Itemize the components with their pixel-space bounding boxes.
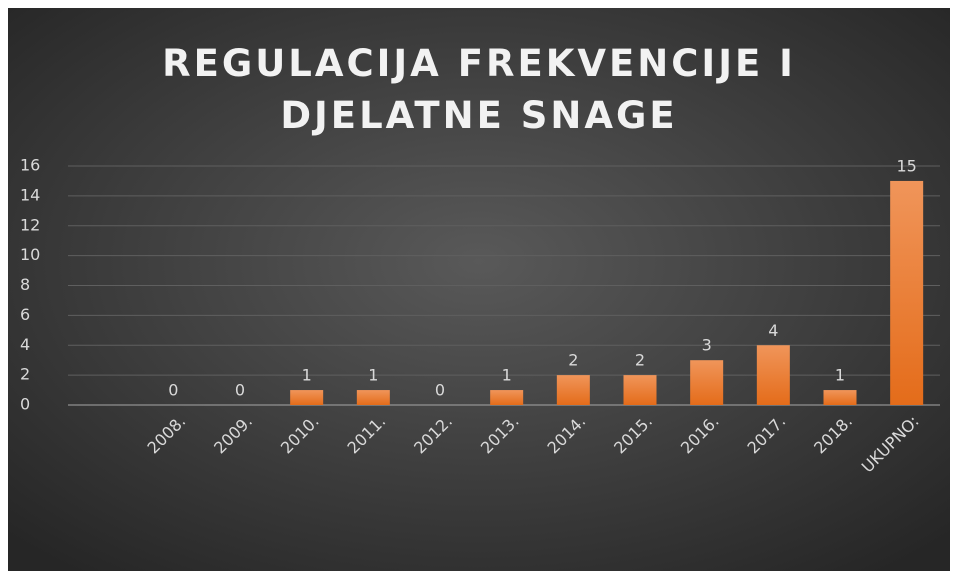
data-label: 2 [568, 351, 578, 370]
bar [756, 345, 790, 405]
y-tick-label: 4 [20, 335, 30, 354]
bar [823, 390, 857, 405]
y-tick-label: 12 [20, 215, 40, 234]
bar [623, 375, 657, 405]
data-label: 0 [435, 381, 445, 400]
data-label: 1 [368, 366, 378, 385]
bar [890, 180, 924, 405]
data-label: 1 [835, 366, 845, 385]
y-tick-label: 10 [20, 245, 40, 264]
chart: 02468101214162008.02009.02010.12011.1201… [8, 8, 950, 571]
data-label: 15 [896, 156, 916, 175]
bar [556, 375, 590, 405]
background [8, 8, 950, 571]
data-label: 0 [235, 381, 245, 400]
y-tick-label: 6 [20, 305, 30, 324]
chart-area: 0 2 4 6 8 10 12 14 16 2008. 0 2009. 0 2010. 1 2011. 1 201… [8, 8, 950, 571]
bar [356, 390, 390, 405]
data-label: 0 [168, 381, 178, 400]
bar [290, 390, 324, 405]
data-label: 3 [702, 336, 712, 355]
data-label: 1 [302, 366, 312, 385]
y-tick-label: 2 [20, 365, 30, 384]
y-tick-label: 8 [20, 275, 30, 294]
chart-title: REGULACIJA FREKVENCIJE I DJELATNE SNAGE [162, 42, 796, 137]
bar [690, 360, 724, 405]
data-label: 1 [502, 366, 512, 385]
y-tick-label: 14 [20, 185, 40, 204]
y-tick-label: 0 [20, 395, 30, 414]
bar [490, 390, 524, 405]
data-label: 4 [768, 321, 778, 340]
y-tick-label: 16 [20, 156, 40, 175]
data-label: 2 [635, 351, 645, 370]
